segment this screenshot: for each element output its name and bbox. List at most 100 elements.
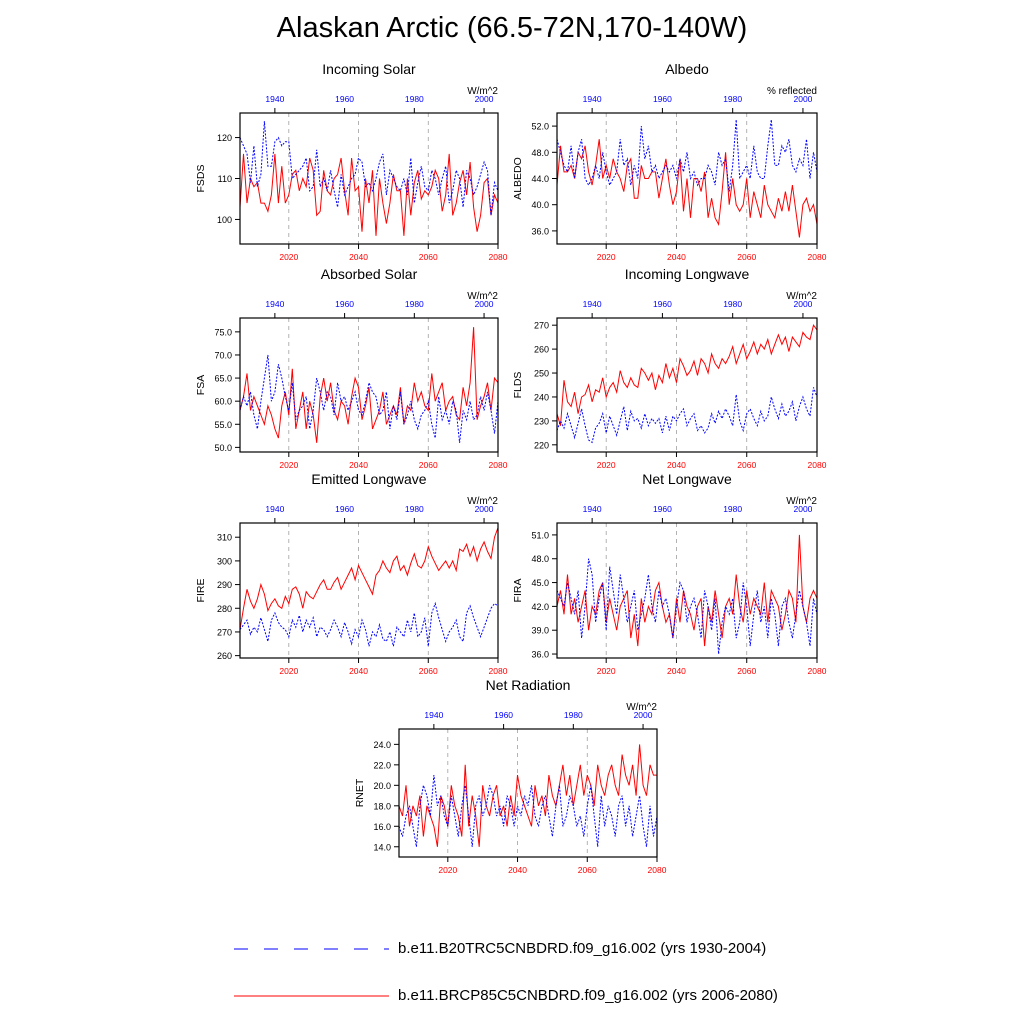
x-top-tick-label: 1960 (653, 299, 672, 309)
y-tick-label: 65.0 (214, 374, 232, 384)
y-tick-label: 230 (534, 416, 549, 426)
x-top-tick-label: 1940 (583, 94, 602, 104)
x-bottom-tick-label: 2020 (597, 460, 616, 470)
plot-frame (556, 522, 818, 659)
x-top-tick-label: 1940 (583, 299, 602, 309)
series-historical-line (556, 558, 818, 655)
series-historical-line (239, 354, 499, 443)
x-bottom-tick-label: 2040 (667, 460, 686, 470)
x-top-tick-label: 1980 (723, 299, 742, 309)
y-tick-label: 290 (217, 580, 232, 590)
y-tick-label: 60.0 (214, 397, 232, 407)
x-top-tick-label: 1940 (583, 504, 602, 514)
plot-frame (398, 728, 658, 858)
x-top-tick-label: 1960 (494, 710, 513, 720)
series-historical-line (239, 601, 499, 647)
y-tick-label: 260 (217, 651, 232, 661)
y-tick-label: 280 (217, 604, 232, 614)
x-top-tick-label: 2000 (793, 94, 812, 104)
units-label: W/m^2 (467, 86, 498, 97)
legend-historical-swatch (234, 948, 389, 950)
y-tick-label: 22.0 (373, 760, 391, 770)
units-label: W/m^2 (467, 291, 498, 302)
y-tick-label: 42.0 (531, 602, 549, 612)
x-bottom-tick-label: 2060 (419, 252, 438, 262)
chart-net-radiation: 14.0 16.0 18.0 20.0 22.0 24.0 2020 2040 2060 2080… (354, 677, 667, 875)
series-historical-line (556, 387, 818, 444)
x-bottom-tick-label: 2080 (808, 252, 827, 262)
x-top-tick-label: 1980 (723, 94, 742, 104)
y-tick-label: 50.0 (214, 443, 232, 453)
plot-frame (556, 317, 818, 453)
y-tick-label: 260 (534, 345, 549, 355)
y-tick-label: 310 (217, 533, 232, 543)
x-bottom-tick-label: 2020 (279, 460, 298, 470)
y-tick-label: 240 (534, 392, 549, 402)
y-tick-label: 51.0 (531, 530, 549, 540)
y-tick-label: 220 (534, 440, 549, 450)
x-bottom-tick-label: 2020 (597, 252, 616, 262)
y-tick-label: 39.0 (531, 626, 549, 636)
series-future-line (239, 153, 499, 236)
legend-future-label: b.e11.BRCP85C5CNBDRD.f09_g16.002 (yrs 20… (398, 987, 778, 1004)
legend-historical-label: b.e11.B20TRC5CNBDRD.f09_g16.002 (yrs 193… (398, 940, 767, 957)
x-bottom-tick-label: 2020 (438, 865, 457, 875)
y-tick-label: 110 (218, 174, 232, 184)
x-bottom-tick-label: 2060 (737, 460, 756, 470)
legend-future-swatch (234, 995, 389, 997)
y-tick-label: 120 (217, 133, 232, 143)
y-tick-label: 270 (217, 627, 232, 637)
y-tick-label: 40.0 (531, 200, 549, 210)
x-bottom-tick-label: 2080 (808, 666, 827, 676)
y-axis-label: ALBEDO (512, 157, 524, 200)
panel-title: Emitted Longwave (311, 471, 426, 487)
units-label: W/m^2 (786, 496, 817, 507)
x-top-tick-label: 1980 (405, 504, 424, 514)
x-bottom-tick-label: 2040 (349, 460, 368, 470)
x-bottom-tick-label: 2040 (667, 666, 686, 676)
y-tick-label: 300 (217, 556, 232, 566)
y-tick-label: 24.0 (373, 740, 391, 750)
x-top-tick-label: 1960 (335, 94, 354, 104)
panel-title: Incoming Solar (322, 61, 416, 77)
chart-absorbed-solar: 50.0 55.0 60.0 65.0 70.0 75.0 2020 2040 2060 2080… (195, 266, 508, 470)
y-axis-label: RNET (354, 778, 366, 807)
plot-frame (239, 522, 499, 659)
y-tick-label: 14.0 (373, 842, 391, 852)
x-bottom-tick-label: 2080 (489, 666, 508, 676)
units-label: W/m^2 (786, 291, 817, 302)
series-future-line (556, 534, 818, 647)
x-top-tick-label: 2000 (475, 94, 494, 104)
panel-title: Incoming Longwave (625, 266, 750, 282)
x-bottom-tick-label: 2040 (349, 252, 368, 262)
x-top-tick-label: 1980 (723, 504, 742, 514)
series-future-line (239, 327, 499, 443)
y-axis-label: FSDS (195, 164, 207, 192)
units-label: W/m^2 (467, 496, 498, 507)
panel-title: Net Longwave (642, 471, 732, 487)
main-title: Alaskan Arctic (66.5-72N,170-140W) (276, 12, 748, 44)
series-future-line (239, 527, 499, 630)
y-tick-label: 20.0 (373, 781, 391, 791)
y-tick-label: 52.0 (531, 122, 549, 132)
panel-title: Albedo (665, 61, 709, 77)
y-tick-label: 100 (217, 215, 232, 225)
x-top-tick-label: 1940 (424, 710, 443, 720)
x-top-tick-label: 1960 (653, 94, 672, 104)
x-bottom-tick-label: 2060 (419, 460, 438, 470)
x-bottom-tick-label: 2060 (419, 666, 438, 676)
x-bottom-tick-label: 2060 (578, 865, 597, 875)
y-axis-label: FIRA (512, 579, 524, 603)
y-tick-label: 75.0 (214, 327, 232, 337)
x-bottom-tick-label: 2080 (808, 460, 827, 470)
x-top-tick-label: 2000 (634, 710, 653, 720)
x-top-tick-label: 2000 (793, 504, 812, 514)
y-tick-label: 70.0 (214, 350, 232, 360)
y-tick-label: 36.0 (531, 226, 549, 236)
panel-title: Net Radiation (486, 677, 571, 693)
units-label: % reflected (767, 86, 817, 97)
x-top-tick-label: 2000 (793, 299, 812, 309)
series-future-line (398, 744, 657, 847)
x-top-tick-label: 2000 (475, 504, 494, 514)
